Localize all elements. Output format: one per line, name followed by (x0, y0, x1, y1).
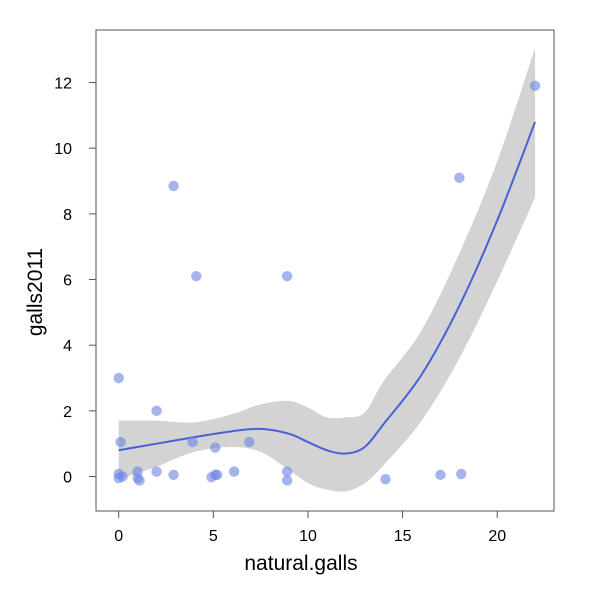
data-point (435, 469, 446, 481)
data-point (210, 442, 221, 453)
data-point (113, 372, 124, 384)
x-tick-label: 0 (114, 528, 123, 545)
data-point (454, 172, 465, 183)
plot-frame (95, 29, 555, 512)
confidence-band (118, 48, 536, 492)
y-tick-label: 10 (54, 141, 72, 158)
data-point (529, 80, 541, 92)
data-point (281, 466, 293, 477)
data-point (117, 471, 128, 482)
x-axis-title: natural.galls (244, 552, 357, 575)
data-point (151, 405, 162, 417)
y-tick-label: 6 (63, 273, 72, 290)
x-tick-label: 20 (488, 528, 506, 545)
y-axis-title: galls2011 (24, 248, 47, 336)
y-tick-label: 4 (63, 338, 72, 355)
smooth-fit-line (118, 121, 537, 455)
data-point (187, 436, 198, 448)
data-point (380, 473, 391, 485)
data-point (281, 271, 293, 282)
x-tick-label: 15 (394, 528, 412, 545)
y-tick-label: 2 (63, 404, 72, 421)
data-point (281, 475, 293, 486)
data-point (115, 436, 126, 448)
data-point (168, 180, 179, 192)
data-point (134, 475, 145, 486)
data-point (191, 271, 202, 282)
data-point (168, 469, 179, 481)
data-point (211, 469, 223, 481)
x-tick-label: 10 (299, 528, 317, 545)
y-tick-label: 8 (63, 207, 72, 224)
data-point (456, 468, 467, 480)
data-point (244, 436, 255, 448)
y-tick-label: 12 (54, 76, 72, 93)
x-tick-label: 5 (209, 528, 218, 545)
data-point (228, 466, 240, 477)
data-point (151, 466, 162, 477)
y-tick-label: 0 (63, 470, 72, 487)
